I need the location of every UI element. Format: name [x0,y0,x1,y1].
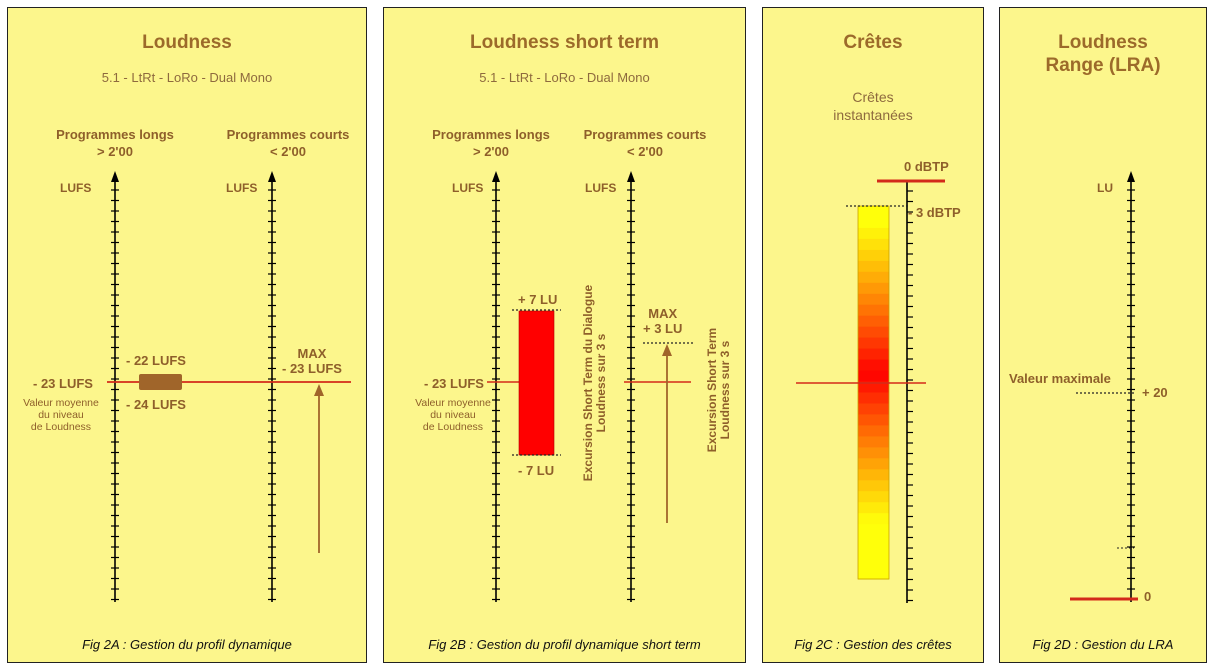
short-term-excursion-text: Excursion Short Term Loudness sur 3 s [705,327,732,453]
meter-band [858,502,889,514]
loudness-scale-long [111,171,119,602]
meter-band [858,370,889,383]
panel-title: Crêtes [843,32,903,53]
loudness-scale-short [268,171,276,602]
scales-diagram [107,171,351,602]
meter-band [858,359,889,372]
figure-caption: Fig 2D : Gestion du LRA [1032,637,1174,652]
axis-unit-2: LUFS [585,181,617,195]
figure-caption: Fig 2B : Gestion du profil dynamique sho… [428,637,701,652]
target-note: Valeur moyenne du niveau de Loudness [415,397,491,433]
max-value-text: Valeur maximale [1009,371,1111,386]
meter-band [858,282,889,295]
lower-excursion-label: - 7 LU [518,463,555,478]
scale-arrow-head [492,171,500,182]
meter-band [858,381,889,394]
dialogue-excursion-bar [518,310,555,456]
panel-subtitle: 5.1 - LtRt - LoRo - Dual Mono [479,70,650,85]
meter-band [858,546,889,558]
meter-band [858,271,889,284]
lu-scale [1127,171,1135,602]
meter-band [858,304,889,317]
column-header-short: Programmes courts < 2'00 [226,127,350,159]
lower-tolerance-label: - 24 LUFS [126,397,186,412]
max-label: MAX + 3 LU [643,306,683,336]
meter-band [858,392,889,405]
max-arrow-head [662,344,672,356]
upper-tolerance-label: - 22 LUFS [126,353,186,368]
scale-arrow-head [627,171,635,182]
meter-band [858,227,889,240]
zero-label: 0 [1144,589,1152,604]
dialogue-excursion-text: Excursion Short Term du Dialogue Loudnes… [581,284,608,482]
meter-band [858,436,889,448]
loudness-scale-short [627,171,635,602]
peak-meter-outline [857,205,890,580]
lra-diagram [1070,171,1138,602]
meter-band [858,524,889,536]
scale-arrow-head [1127,171,1135,182]
meter-band [858,217,889,229]
axis-unit-1: LUFS [60,181,92,195]
meter-band [858,348,889,361]
panel-fig-2c: Crêtes Crêtes instantanées 0 dBTP - 3 dB… [762,7,984,663]
column-header-long: Programmes longs > 2'00 [56,127,174,159]
upper-excursion-label: + 7 LU [518,292,558,307]
meter-band [858,491,889,503]
dbtp-scale [906,181,913,603]
panel-title: Loudness short term [470,32,659,53]
panel-fig-2b: Loudness short term 5.1 - LtRt - LoRo - … [383,7,746,663]
meter-band [858,315,889,328]
meter-band [858,513,889,525]
column-header-short: Programmes courts < 2'00 [583,127,707,159]
axis-unit-1: LUFS [452,181,484,195]
meter-band [858,337,889,350]
panel-title: Loudness [142,32,232,53]
meter-band [858,469,889,481]
max-label: MAX - 23 LUFS [282,346,342,376]
figure-caption: Fig 2A : Gestion du profil dynamique [82,637,292,652]
panel-subtitle: Crêtes instantanées [833,89,913,123]
axis-unit-2: LUFS [226,181,258,195]
panel-fig-2a: Loudness 5.1 - LtRt - LoRo - Dual Mono P… [7,7,367,663]
meter-band [858,403,889,416]
target-label: - 23 LUFS [424,376,484,391]
scale-arrow-head [268,171,276,182]
meter-band [858,568,889,580]
meter-band [858,326,889,339]
meter-band [858,458,889,470]
meter-band [858,293,889,306]
meter-band [858,480,889,492]
zero-dbtp-label: 0 dBTP [904,159,949,174]
column-header-long: Programmes longs > 2'00 [432,127,550,159]
meter-band [858,260,889,273]
max-arrow-head [314,384,324,396]
panel-title: Loudness Range (LRA) [1045,32,1161,76]
meter-band [858,535,889,547]
meter-band [858,425,889,437]
scale-arrow-head [111,171,119,182]
minus3-dbtp-label: - 3 dBTP [908,205,961,220]
meter-band [858,249,889,262]
loudness-scale-long [492,171,500,602]
scales-diagram [487,171,694,602]
target-note: Valeur moyenne du niveau de Loudness [23,397,99,433]
panel-fig-2d: Loudness Range (LRA) LU Valeur maximale … [999,7,1207,663]
meter-band [858,414,889,426]
max-value-label: + 20 [1142,385,1168,400]
meter-band [858,238,889,251]
target-label: - 23 LUFS [33,376,93,391]
meter-band [858,447,889,459]
panel-subtitle: 5.1 - LtRt - LoRo - Dual Mono [101,70,273,85]
tolerance-marker [139,374,182,390]
peak-meter-gradient [858,206,889,580]
peak-meter-diagram [796,179,945,603]
meter-band [858,206,889,218]
meter-band [858,557,889,569]
figure-caption: Fig 2C : Gestion des crêtes [794,637,952,652]
axis-unit: LU [1097,181,1113,195]
